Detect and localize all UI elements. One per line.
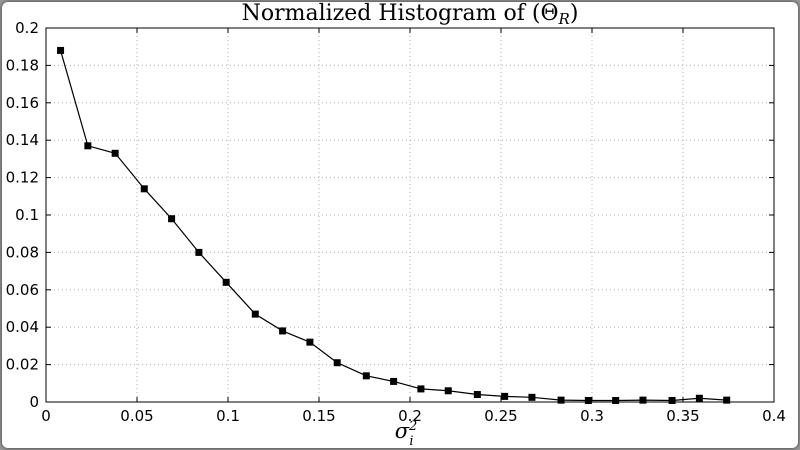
data-point-marker (612, 397, 620, 405)
x-tick-label: 0.35 (666, 407, 699, 425)
x-tick-label: 0.1 (216, 407, 240, 425)
x-tick-label: 0.15 (302, 407, 335, 425)
data-point-marker (639, 396, 647, 404)
data-point-marker (222, 278, 230, 286)
x-tick-label: 0.4 (762, 407, 786, 425)
data-point-marker (444, 387, 452, 395)
data-point-marker (111, 149, 119, 157)
y-tick-label: 0.04 (6, 318, 39, 336)
y-tick-label: 0.08 (6, 243, 39, 261)
data-point-marker (695, 394, 703, 402)
data-point-marker (668, 397, 676, 405)
data-point-marker (362, 372, 370, 380)
data-point-marker (279, 327, 287, 335)
data-point-marker (557, 396, 565, 404)
chart-title: Normalized Histogram of (ΘR) (242, 2, 579, 28)
y-tick-label: 0 (29, 393, 39, 411)
data-point-marker (417, 385, 425, 393)
data-point-marker (501, 392, 509, 400)
data-point-marker (140, 185, 148, 193)
data-point-marker (195, 248, 203, 256)
data-point-marker (723, 396, 731, 404)
data-point-marker (390, 377, 398, 385)
y-tick-label: 0.12 (6, 169, 39, 187)
y-tick-label: 0.02 (6, 356, 39, 374)
data-point-marker (528, 393, 536, 401)
x-tick-label: 0.05 (120, 407, 153, 425)
x-tick-label: 0.25 (484, 407, 517, 425)
y-tick-label: 0.2 (15, 19, 39, 37)
y-tick-label: 0.14 (6, 131, 39, 149)
y-tick-label: 0.18 (6, 56, 39, 74)
y-tick-label: 0.16 (6, 94, 39, 112)
x-tick-label: 0.3 (580, 407, 604, 425)
data-point-marker (333, 359, 341, 367)
data-point-marker (473, 391, 481, 399)
data-point-marker (84, 142, 92, 150)
x-tick-label: 0 (41, 407, 51, 425)
x-tick-label: 0.2 (398, 407, 422, 425)
y-tick-label: 0.1 (15, 206, 39, 224)
data-point-marker (306, 338, 314, 346)
data-point-marker (168, 215, 176, 223)
x-axis-label: σ2 i (395, 419, 418, 448)
data-point-marker (251, 310, 259, 318)
data-point-marker (57, 46, 65, 54)
data-point-marker (584, 397, 592, 405)
y-tick-label: 0.06 (6, 281, 39, 299)
